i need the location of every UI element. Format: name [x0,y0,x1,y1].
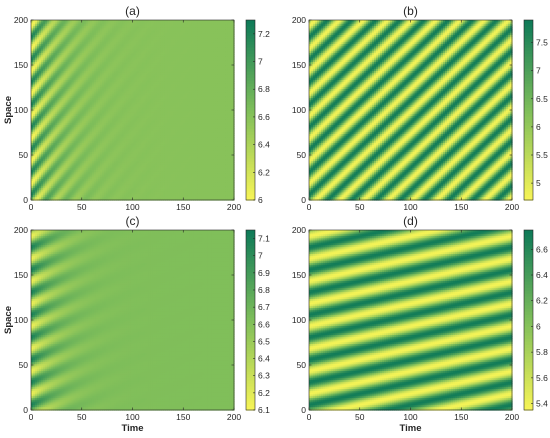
panel-a: 0 50 100 150 200050100150200(a)Space66.26.46… [3,4,270,212]
heatmap-field [31,20,235,201]
